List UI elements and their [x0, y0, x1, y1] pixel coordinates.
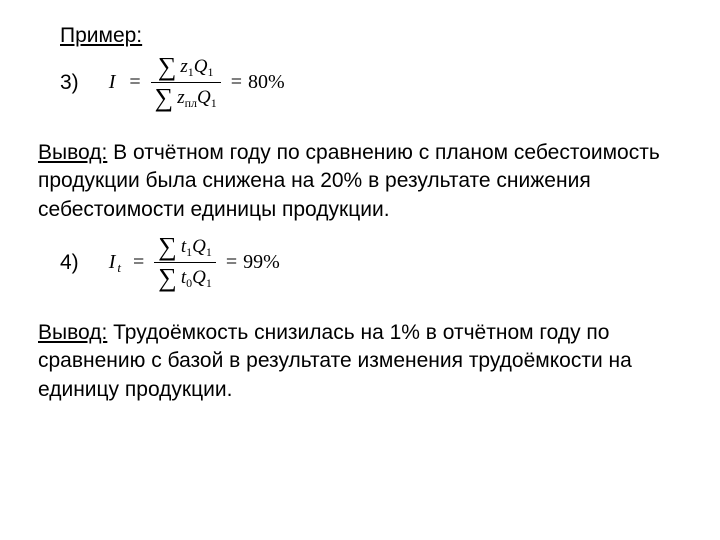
- formula-row-3: 3) I = ∑ z1 Q1 ∑ zпл Q1 = 80%: [60, 52, 682, 113]
- conclusion-label-2: Вывод:: [38, 321, 107, 344]
- equals-sign: =: [133, 251, 144, 274]
- den-var2: Q: [197, 87, 211, 109]
- formula-lhs-var: I: [109, 251, 116, 274]
- sigma-icon: ∑: [158, 263, 177, 293]
- num-var1: z: [180, 56, 187, 78]
- formula-row-4: 4) I t = ∑ t1 Q1 ∑ t0 Q1 = 99%: [60, 232, 682, 293]
- formula-lhs-var: I: [109, 71, 116, 94]
- den-idx1: 0: [186, 276, 192, 291]
- item-number-3: 3): [60, 71, 79, 95]
- den-var2: Q: [192, 267, 206, 289]
- num-var2: Q: [192, 236, 206, 258]
- formula-result-3: 80%: [248, 71, 285, 94]
- formula-3: I = ∑ z1 Q1 ∑ zпл Q1 = 80%: [109, 52, 285, 113]
- formula-result-4: 99%: [243, 251, 280, 274]
- equals-sign: =: [129, 71, 140, 94]
- formula-4: I t = ∑ t1 Q1 ∑ t0 Q1 = 99%: [109, 232, 280, 293]
- num-idx2: 1: [208, 65, 214, 80]
- conclusion-2: Вывод: Трудоёмкость снизилась на 1% в от…: [38, 319, 682, 404]
- example-heading: Пример:: [60, 24, 682, 48]
- formula-lhs-sub: t: [117, 260, 121, 276]
- equals-sign: =: [231, 71, 242, 94]
- num-idx2: 1: [206, 245, 212, 260]
- num-var2: Q: [194, 56, 208, 78]
- conclusion-text-1: В отчётном году по сравнению с планом се…: [38, 141, 660, 221]
- den-idx1: пл: [185, 96, 197, 111]
- denominator-3: ∑ zпл Q1: [151, 83, 221, 113]
- denominator-4: ∑ t0 Q1: [154, 263, 216, 293]
- conclusion-label-1: Вывод:: [38, 141, 107, 164]
- numerator-4: ∑ t1 Q1: [154, 232, 216, 262]
- sigma-icon: ∑: [158, 52, 177, 82]
- den-idx2: 1: [206, 276, 212, 291]
- sigma-icon: ∑: [155, 83, 174, 113]
- den-var1: z: [177, 87, 184, 109]
- num-idx1: 1: [188, 65, 194, 80]
- numerator-3: ∑ z1 Q1: [154, 52, 218, 82]
- item-number-4: 4): [60, 251, 79, 275]
- num-idx1: 1: [186, 245, 192, 260]
- fraction-3: ∑ z1 Q1 ∑ zпл Q1: [151, 52, 221, 113]
- conclusion-text-2: Трудоёмкость снизилась на 1% в отчётном …: [38, 321, 632, 401]
- fraction-4: ∑ t1 Q1 ∑ t0 Q1: [154, 232, 216, 293]
- equals-sign: =: [226, 251, 237, 274]
- conclusion-1: Вывод: В отчётном году по сравнению с пл…: [38, 139, 682, 224]
- den-idx2: 1: [211, 96, 217, 111]
- sigma-icon: ∑: [158, 232, 177, 262]
